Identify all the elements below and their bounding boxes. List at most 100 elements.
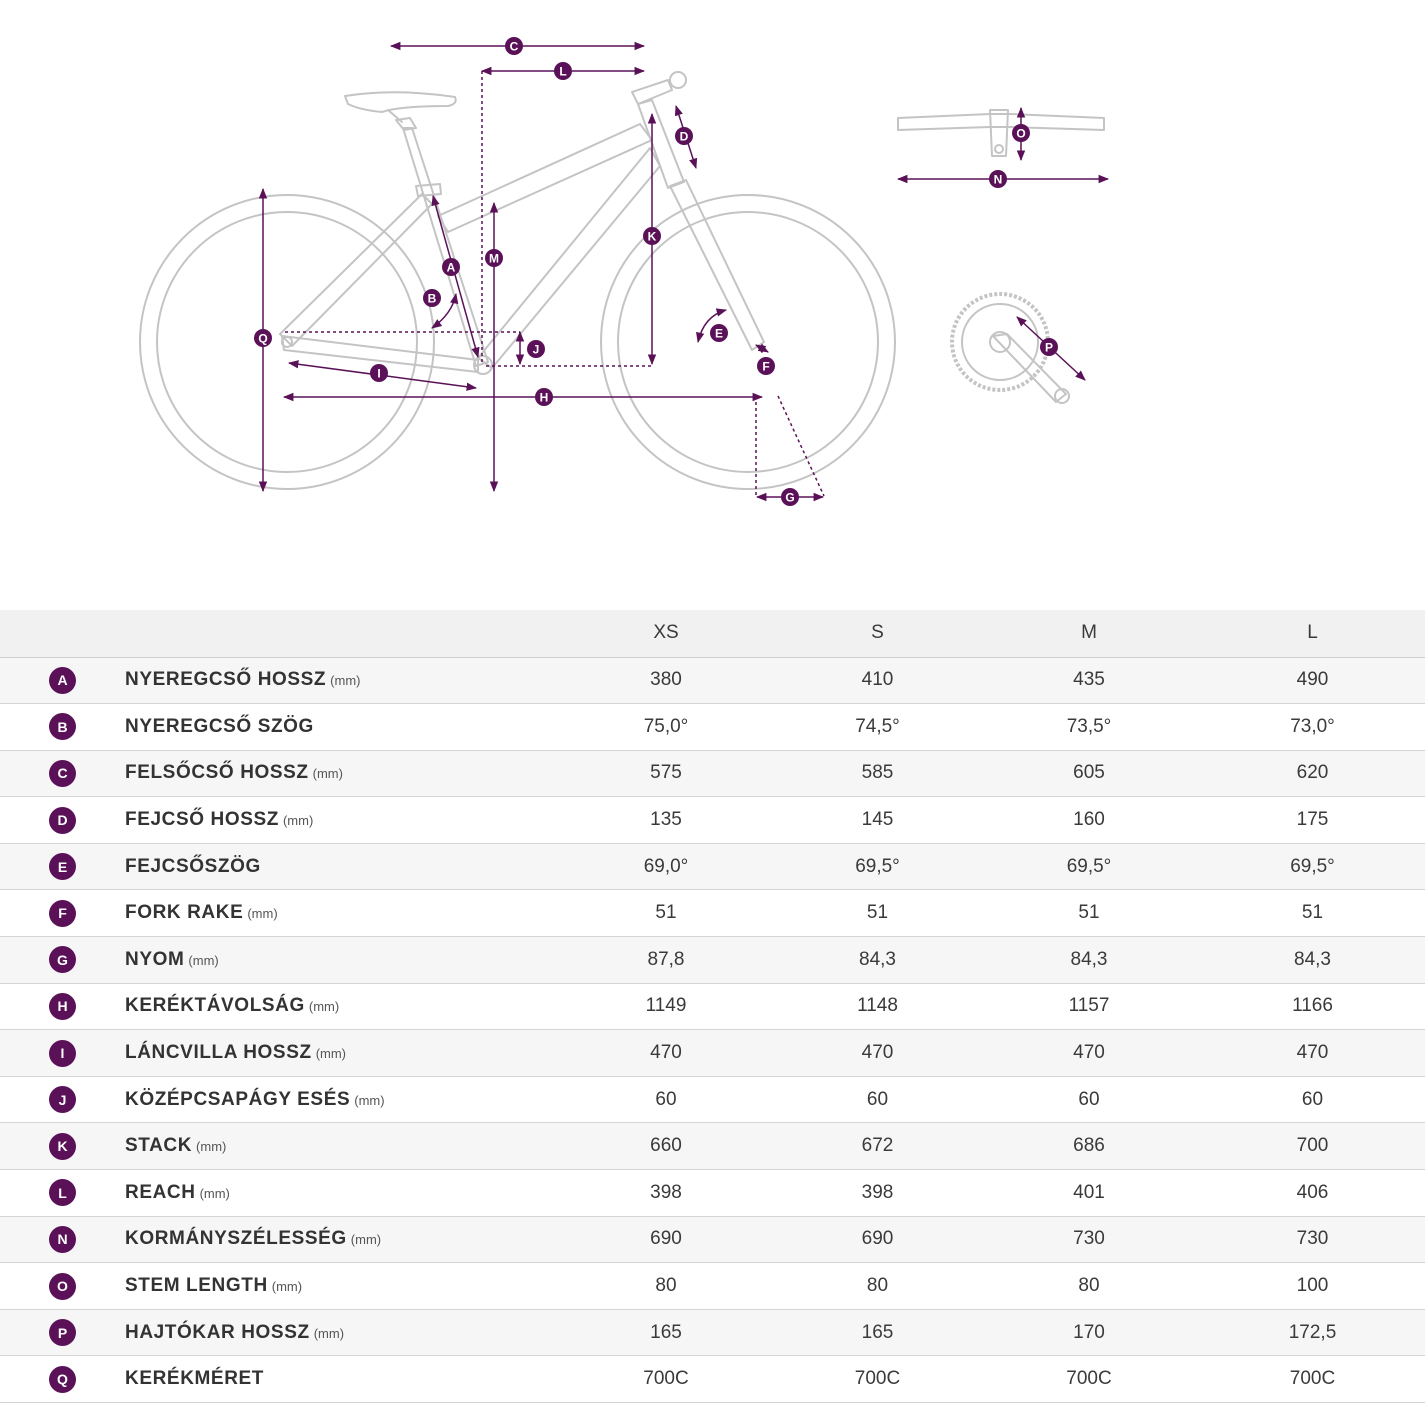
- value-cell-xs: 660: [650, 1135, 682, 1157]
- table-row: I LÁNCVILLA HOSSZ (mm) 470 470 470 470: [0, 1029, 1425, 1077]
- bike-frame: [139, 71, 896, 490]
- marker-l-label: L: [559, 65, 566, 79]
- row-letter-badge: G: [49, 946, 76, 974]
- value-cell-l: 60: [1301, 1088, 1324, 1110]
- value-cell-m: 401: [1073, 1181, 1105, 1203]
- marker-b-label: B: [428, 292, 437, 306]
- row-label-cell: LÁNCVILLA HOSSZ (mm): [125, 1030, 555, 1077]
- value-cell-xs: 165: [650, 1321, 682, 1343]
- table-row: F FORK RAKE (mm) 51 51 51 51: [0, 889, 1425, 937]
- marker-d: D: [675, 127, 693, 145]
- row-name: NYEREGCSŐ SZÖG: [125, 715, 314, 737]
- row-badge-cell: O: [0, 1263, 125, 1310]
- column-header-m: M: [978, 610, 1200, 658]
- handlebar-top-view: [897, 109, 1105, 157]
- value-cell-m: 73,5°: [1066, 715, 1112, 737]
- value-cell-m: 686: [1073, 1135, 1105, 1157]
- row-letter-badge: P: [49, 1319, 76, 1347]
- row-name: FEJCSŐ HOSSZ: [125, 809, 279, 831]
- marker-m-label: M: [489, 252, 499, 266]
- value-cell-m: 51: [1078, 902, 1100, 924]
- row-unit: (mm): [354, 1092, 385, 1108]
- row-letter-badge: A: [49, 666, 76, 694]
- marker-n: N: [989, 170, 1007, 188]
- row-letter-badge: E: [49, 853, 76, 881]
- value-cell-m: 730: [1073, 1228, 1105, 1250]
- column-header-xs: XS: [555, 610, 777, 658]
- row-name: KORMÁNYSZÉLESSÉG: [125, 1228, 347, 1250]
- column-header-s: S: [777, 610, 978, 658]
- value-cell-xs: 51: [655, 902, 677, 924]
- value-cell-xs: 80: [655, 1275, 677, 1297]
- table-row: H KERÉKTÁVOLSÁG (mm) 1149 1148 1157 1166: [0, 983, 1425, 1030]
- value-cell-m: 160: [1073, 809, 1105, 831]
- value-cell-s: 80: [866, 1275, 889, 1297]
- value-cell-m: 170: [1073, 1321, 1105, 1343]
- row-unit: (mm): [330, 673, 361, 689]
- row-name: FEJCSŐSZÖG: [125, 855, 261, 877]
- marker-h: H: [535, 388, 553, 406]
- value-cell-l: 84,3: [1294, 948, 1331, 970]
- row-unit: (mm): [196, 1139, 227, 1155]
- row-name: FORK RAKE: [125, 902, 244, 924]
- row-name: STACK: [125, 1135, 193, 1157]
- value-cell-m: 84,3: [1070, 948, 1108, 970]
- row-label-cell: KORMÁNYSZÉLESSÉG (mm): [125, 1216, 555, 1263]
- rear-wheel-inner: [156, 211, 418, 473]
- row-unit: (mm): [282, 813, 314, 829]
- value-cell-s: 672: [861, 1135, 894, 1157]
- value-cell-l: 700: [1296, 1135, 1329, 1157]
- value-cell-l: 1166: [1292, 995, 1333, 1017]
- bike-geometry-diagram: A B C D E F G H I J K L M N O P Q: [139, 37, 1110, 506]
- value-cell-s: 74,5°: [855, 715, 900, 737]
- marker-h-label: H: [540, 391, 549, 405]
- value-cell-s: 145: [861, 809, 894, 831]
- row-label-cell: KÖZÉPCSAPÁGY ESÉS (mm): [125, 1076, 555, 1123]
- value-cell-m: 605: [1073, 762, 1105, 784]
- row-letter-badge: N: [49, 1225, 76, 1253]
- row-letter-badge: O: [49, 1272, 76, 1300]
- marker-q: Q: [254, 329, 272, 347]
- marker-f: F: [757, 357, 775, 375]
- marker-i: I: [370, 364, 388, 382]
- value-cell-l: 470: [1296, 1042, 1329, 1064]
- marker-n-label: N: [994, 173, 1003, 187]
- value-cell-xs: 87,8: [647, 948, 685, 970]
- value-cell-m: 1157: [1068, 995, 1110, 1017]
- marker-f-label: F: [762, 360, 769, 374]
- row-badge-cell: I: [0, 1030, 125, 1077]
- row-label-cell: FORK RAKE (mm): [125, 890, 555, 937]
- row-letter-badge: F: [49, 899, 76, 927]
- row-badge-cell: G: [0, 937, 125, 984]
- value-cell-l: 406: [1296, 1181, 1329, 1203]
- marker-g-label: G: [785, 491, 794, 505]
- value-cell-l: 172,5: [1288, 1321, 1337, 1343]
- row-letter-badge: I: [49, 1039, 76, 1067]
- row-badge-cell: L: [0, 1170, 125, 1217]
- table-row: N KORMÁNYSZÉLESSÉG (mm) 690 690 730 730: [0, 1216, 1425, 1263]
- row-badge-cell: E: [0, 843, 125, 890]
- value-cell-m: 470: [1073, 1042, 1105, 1064]
- row-letter-badge: Q: [49, 1365, 76, 1393]
- table-row: E FEJCSŐSZÖG 69,0° 69,5° 69,5° 69,5°: [0, 843, 1425, 890]
- row-badge-cell: C: [0, 750, 125, 797]
- row-badge-cell: D: [0, 797, 125, 844]
- marker-q-label: Q: [258, 332, 267, 346]
- row-badge-cell: H: [0, 983, 125, 1030]
- row-label-cell: FEJCSŐ HOSSZ (mm): [125, 797, 555, 844]
- row-name: HAJTÓKAR HOSSZ: [125, 1321, 310, 1343]
- row-label-cell: NYOM (mm): [125, 937, 555, 984]
- marker-l: L: [554, 62, 572, 80]
- value-cell-s: 51: [866, 902, 889, 924]
- row-badge-cell: Q: [0, 1356, 125, 1403]
- value-cell-s: 69,5°: [855, 855, 900, 877]
- row-unit: (mm): [199, 1185, 230, 1201]
- row-label-cell: KERÉKMÉRET: [125, 1356, 555, 1403]
- header-badge-spacer: [0, 610, 125, 658]
- value-cell-l: 700C: [1289, 1368, 1336, 1390]
- table-row: O STEM LENGTH (mm) 80 80 80 100: [0, 1262, 1425, 1310]
- table-row: A NYEREGCSŐ HOSSZ (mm) 380 410 435 490: [0, 657, 1425, 704]
- row-unit: (mm): [308, 999, 340, 1015]
- table-body: A NYEREGCSŐ HOSSZ (mm) 380 410 435 490 B NYEREGC…: [0, 657, 1425, 1403]
- value-cell-s: 84,3: [859, 948, 896, 970]
